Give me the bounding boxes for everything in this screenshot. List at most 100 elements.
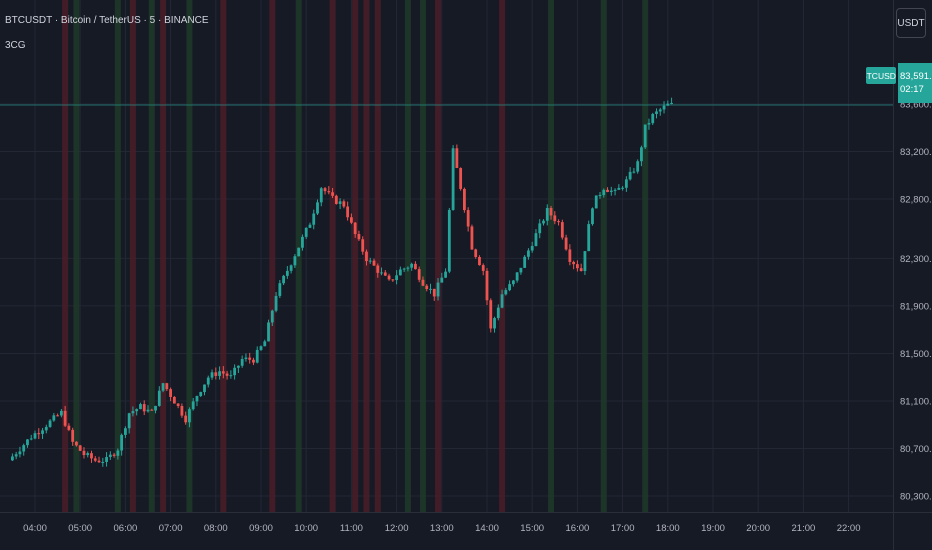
- candle-body: [101, 461, 105, 463]
- candle-body: [105, 457, 108, 462]
- candle-body: [621, 187, 624, 189]
- candle-body: [225, 373, 229, 376]
- candle-body: [587, 224, 591, 252]
- signal-band-green: [186, 0, 193, 512]
- candle-body: [18, 451, 22, 455]
- x-tick-label: 09:00: [249, 523, 273, 534]
- candle-body: [346, 206, 350, 218]
- candle-body: [59, 410, 63, 416]
- signal-band-red: [329, 0, 336, 512]
- candle-body: [131, 411, 135, 414]
- y-tick-label: 80,700.00: [900, 444, 932, 455]
- candle-body: [301, 236, 304, 248]
- candle-body: [350, 217, 353, 223]
- candle-body: [617, 187, 621, 190]
- candle-body: [150, 409, 154, 411]
- candle-body: [655, 111, 658, 114]
- candle-body: [357, 234, 361, 240]
- x-tick-label: 04:00: [23, 523, 47, 534]
- candle-body: [504, 290, 508, 295]
- x-tick-label: 15:00: [520, 523, 544, 534]
- candle-body: [489, 300, 493, 329]
- x-tick-label: 21:00: [792, 523, 816, 534]
- candle-body: [172, 396, 176, 404]
- candle-body: [549, 207, 553, 216]
- candle-body: [651, 113, 655, 124]
- candle-body: [515, 272, 519, 281]
- candle-body: [90, 453, 93, 459]
- candle-body: [432, 288, 436, 297]
- candle-body: [229, 375, 233, 377]
- candle-body: [342, 201, 346, 207]
- signal-band-red: [352, 0, 359, 512]
- candle-body: [108, 454, 112, 458]
- candle-body: [643, 124, 647, 148]
- signal-band-green: [548, 0, 555, 512]
- candle-body: [380, 272, 383, 274]
- candle-body: [576, 264, 579, 269]
- symbol-badge: BTCUSDT: [866, 67, 896, 84]
- candle-body: [26, 439, 29, 446]
- y-tick-label: 81,900.00: [900, 301, 932, 312]
- candle-body: [176, 403, 180, 407]
- candle-body: [97, 460, 101, 463]
- candle-body: [157, 390, 161, 406]
- currency-button[interactable]: USDT: [896, 8, 926, 38]
- candle-body: [78, 445, 82, 451]
- candle-body: [523, 256, 527, 268]
- candle-body: [252, 359, 255, 363]
- candle-body: [120, 434, 124, 451]
- indicator-label[interactable]: 3CG: [5, 40, 26, 51]
- y-tick-label: 82,300.00: [900, 254, 932, 265]
- candle-body: [75, 441, 78, 446]
- candle-body: [112, 454, 116, 456]
- candle-body: [534, 233, 538, 247]
- candle-body: [116, 450, 120, 456]
- candle-body: [206, 377, 210, 385]
- candle-body: [270, 310, 274, 323]
- candle-body: [425, 285, 429, 290]
- candle-body: [93, 458, 97, 461]
- candle-body: [304, 227, 308, 237]
- candle-body: [331, 192, 334, 196]
- candle-body: [429, 288, 432, 290]
- candle-body: [628, 171, 632, 180]
- candle-body: [278, 283, 282, 296]
- signal-band-green: [419, 0, 426, 512]
- candle-body: [161, 383, 165, 391]
- candle-body: [530, 246, 534, 251]
- candle-body: [493, 318, 496, 329]
- candle-body: [203, 384, 206, 393]
- signal-band-red: [220, 0, 227, 512]
- candle-body: [221, 371, 225, 374]
- candle-body: [500, 294, 504, 308]
- candle-body: [263, 341, 267, 347]
- candle-body: [463, 188, 466, 211]
- candle-body: [44, 426, 48, 431]
- candle-body: [199, 392, 203, 397]
- x-tick-label: 19:00: [701, 523, 725, 534]
- candle-body: [319, 188, 323, 203]
- signal-band-red: [269, 0, 276, 512]
- candle-body: [372, 260, 376, 266]
- candle-body: [444, 271, 447, 278]
- candle-body: [572, 261, 576, 265]
- candle-body: [410, 263, 414, 268]
- candle-body: [545, 207, 549, 221]
- candle-body: [406, 267, 410, 269]
- candle-body: [14, 454, 18, 457]
- candle-body: [191, 401, 195, 410]
- x-tick-label: 16:00: [566, 523, 590, 534]
- candle-body: [421, 279, 425, 286]
- x-tick-label: 08:00: [204, 523, 228, 534]
- candle-body: [466, 210, 470, 227]
- candle-body: [508, 284, 511, 291]
- y-tick-label: 82,800.00: [900, 195, 932, 206]
- candle-body: [327, 191, 331, 193]
- x-tick-label: 07:00: [159, 523, 183, 534]
- candle-body: [139, 404, 142, 410]
- candle-body: [398, 269, 402, 276]
- x-tick-label: 12:00: [385, 523, 409, 534]
